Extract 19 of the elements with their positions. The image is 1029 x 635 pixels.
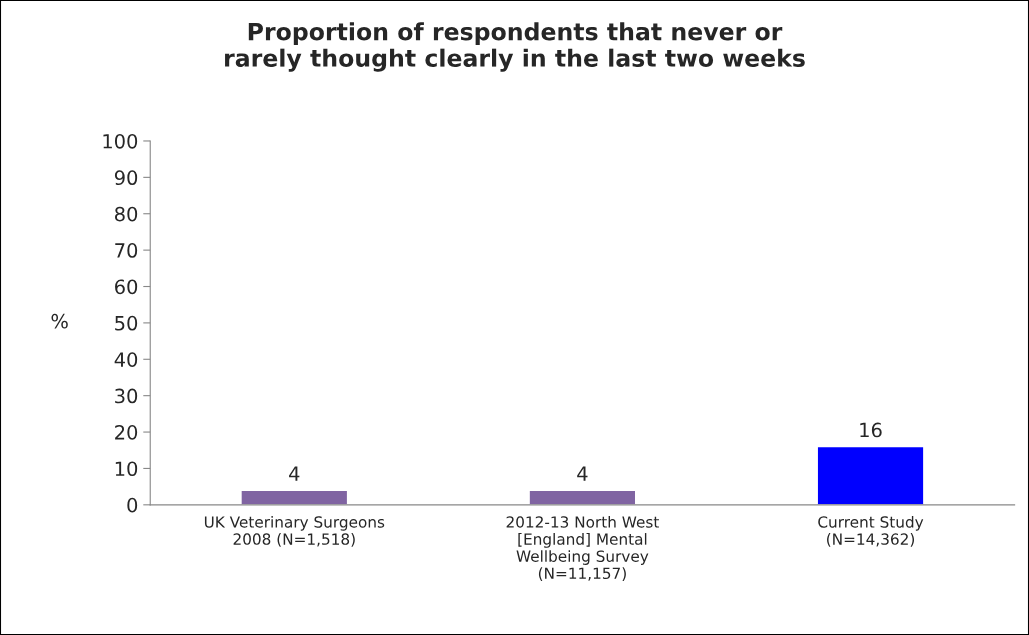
- data-label: 4: [289, 466, 300, 481]
- chart-title: Proportion of respondents that never or rarely thought clearly in the last two weeks: [225, 22, 805, 72]
- data-label: 16: [860, 422, 882, 438]
- y-tick-label: 90: [114, 170, 138, 186]
- y-tick-label: 80: [115, 206, 138, 222]
- y-tick-label: 20: [115, 425, 138, 440]
- x-tick-label: Current Study (N=14,362): [818, 515, 924, 547]
- x-tick-label: 2012-13 North West [England] Mental Wellbeing Survey (N=11,157): [506, 515, 659, 581]
- x-tick-label: UK Veterinary Surgeons 2008 (N=1,518): [204, 515, 385, 547]
- y-tick-label: 100: [103, 133, 138, 149]
- y-tick-label: 0: [127, 497, 138, 513]
- y-tick-label: 70: [115, 243, 138, 258]
- data-label: 4: [577, 466, 588, 481]
- y-tick-label: 40: [114, 352, 138, 367]
- y-tick-label: 10: [115, 461, 138, 477]
- y-tick-label: 30: [115, 388, 138, 404]
- y-tick-label: 60: [115, 279, 138, 295]
- y-tick-label: 50: [115, 315, 138, 331]
- y-axis-title: %: [51, 313, 68, 329]
